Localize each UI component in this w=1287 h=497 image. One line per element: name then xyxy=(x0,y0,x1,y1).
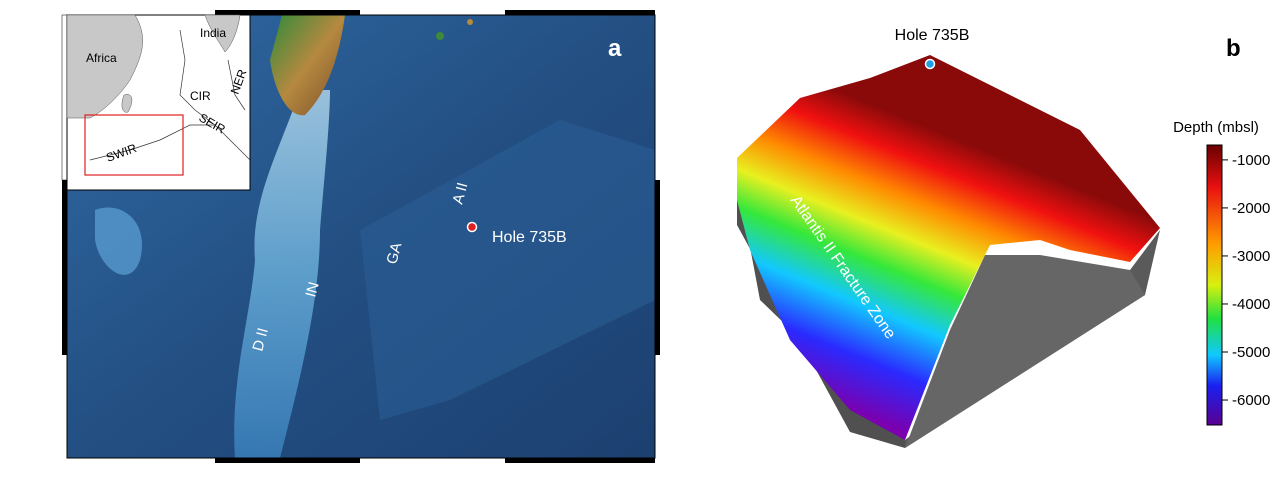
inset-label: CIR xyxy=(190,89,211,103)
frame-bar xyxy=(505,458,655,463)
inset-label: Africa xyxy=(86,51,117,65)
colorbar-tick-label: -5000 xyxy=(1232,344,1270,361)
inset-label: India xyxy=(200,26,226,40)
island xyxy=(436,32,444,40)
site-marker xyxy=(926,60,935,69)
colorbar-tick-label: -1000 xyxy=(1232,152,1270,169)
site-label: Hole 735B xyxy=(492,229,567,246)
panel-label: b xyxy=(1226,35,1241,62)
island xyxy=(467,19,473,25)
figure: India Africa CIR NER SEIR SWIR A II GA I… xyxy=(0,0,1287,492)
colorbar xyxy=(1207,145,1222,425)
frame-bar xyxy=(505,10,655,15)
colorbar-title: Depth (mbsl) xyxy=(1173,119,1259,136)
frame-bar xyxy=(655,180,660,355)
colorbar-tick-label: -2000 xyxy=(1232,200,1270,217)
site-label: Hole 735B xyxy=(895,27,970,44)
colorbar-axis: -1000 -2000 -3000 -4000 -5000 -6000 xyxy=(1222,152,1270,409)
frame-bar xyxy=(62,180,67,355)
frame-bar xyxy=(215,10,360,15)
colorbar-tick-label: -4000 xyxy=(1232,296,1270,313)
map-panel: India Africa CIR NER SEIR SWIR A II GA I… xyxy=(62,10,660,463)
site-marker xyxy=(468,223,477,232)
frame-bar xyxy=(215,458,360,463)
colorbar-tick-label: -3000 xyxy=(1232,248,1270,265)
panel-label: a xyxy=(608,35,622,62)
frame-bar xyxy=(62,15,67,180)
terrain-panel: Hole 735B Atlantis II Fracture Zone b De… xyxy=(737,27,1270,448)
colorbar-tick-label: -6000 xyxy=(1232,392,1270,409)
